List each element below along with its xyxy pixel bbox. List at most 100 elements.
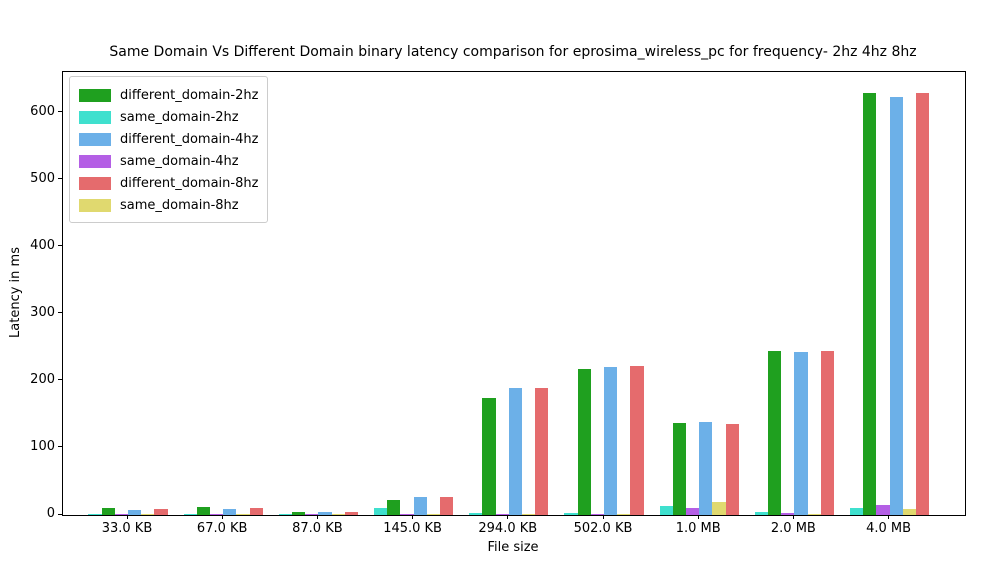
- x-tick-mark: [602, 515, 604, 519]
- legend-item: same_domain-4hz: [79, 150, 258, 172]
- bar: [318, 511, 332, 515]
- legend-label: same_domain-8hz: [120, 197, 239, 213]
- legend-label: different_domain-8hz: [120, 175, 259, 191]
- bar: [495, 513, 509, 515]
- bar: [440, 496, 454, 515]
- y-tick-label: 300: [30, 304, 55, 320]
- x-tick-mark: [316, 515, 318, 519]
- y-tick-label: 400: [30, 237, 55, 253]
- x-tick-mark: [412, 515, 414, 519]
- legend-item: different_domain-8hz: [79, 172, 258, 194]
- y-tick-label: 0: [46, 506, 55, 521]
- bar: [564, 513, 578, 515]
- x-tick-label: 502.0 KB: [573, 521, 633, 536]
- legend-item: different_domain-4hz: [79, 128, 258, 150]
- x-tick-mark: [221, 515, 223, 519]
- legend-swatch: [79, 110, 111, 124]
- bar: [183, 514, 197, 515]
- x-tick-label: 67.0 KB: [196, 521, 248, 536]
- bar: [781, 513, 795, 515]
- y-tick-mark: [58, 178, 62, 180]
- bar: [712, 502, 726, 515]
- legend-label: different_domain-2hz: [120, 87, 259, 103]
- x-tick-mark: [888, 515, 890, 519]
- bar: [154, 508, 168, 515]
- legend-label: same_domain-4hz: [120, 153, 239, 169]
- bar: [344, 511, 358, 515]
- bar: [101, 508, 115, 515]
- bar: [659, 505, 673, 515]
- bar: [249, 508, 263, 515]
- chart-title: Same Domain Vs Different Domain binary l…: [109, 44, 917, 60]
- bar: [794, 352, 808, 515]
- bar: [617, 513, 631, 515]
- bar: [236, 514, 250, 515]
- bar: [577, 368, 591, 515]
- bar: [482, 397, 496, 515]
- bar: [426, 514, 440, 515]
- legend-item: same_domain-2hz: [79, 106, 258, 128]
- legend-swatch: [79, 132, 111, 146]
- y-tick-mark: [58, 379, 62, 381]
- bar: [863, 92, 877, 515]
- legend-label: different_domain-4hz: [120, 131, 259, 147]
- y-tick-label: 100: [30, 438, 55, 454]
- y-tick-mark: [58, 245, 62, 247]
- bar: [876, 504, 890, 515]
- bar: [128, 509, 142, 515]
- x-axis-label: File size: [487, 540, 539, 555]
- bar: [590, 513, 604, 515]
- x-tick-label: 1.0 MB: [675, 521, 721, 536]
- bar: [508, 387, 522, 515]
- bar: [331, 514, 345, 515]
- bar: [305, 514, 319, 515]
- x-tick-label: 4.0 MB: [866, 521, 912, 536]
- bar: [292, 512, 306, 515]
- legend-swatch: [79, 88, 111, 102]
- legend-item: same_domain-8hz: [79, 194, 258, 216]
- bar: [604, 366, 618, 515]
- bar: [141, 514, 155, 515]
- x-tick-label: 2.0 MB: [770, 521, 816, 536]
- legend-swatch: [79, 176, 111, 190]
- bar: [725, 423, 739, 515]
- x-tick-mark: [792, 515, 794, 519]
- bar: [754, 511, 768, 515]
- x-tick-label: 33.0 KB: [101, 521, 153, 536]
- y-tick-label: 600: [30, 103, 55, 119]
- bar: [278, 514, 292, 515]
- bar: [889, 97, 903, 515]
- bar: [686, 507, 700, 515]
- x-tick-mark: [697, 515, 699, 519]
- bar: [88, 514, 102, 515]
- y-tick-label: 200: [30, 371, 55, 387]
- bar: [387, 499, 401, 515]
- y-tick-mark: [58, 446, 62, 448]
- bar: [413, 496, 427, 515]
- x-tick-mark: [126, 515, 128, 519]
- y-tick-mark: [58, 513, 62, 515]
- bar: [210, 514, 224, 515]
- bar: [699, 421, 713, 515]
- bar: [196, 506, 210, 515]
- legend-label: same_domain-2hz: [120, 109, 239, 125]
- x-tick-mark: [507, 515, 509, 519]
- x-tick-label: 145.0 KB: [383, 521, 442, 536]
- legend-swatch: [79, 154, 111, 168]
- bar: [768, 350, 782, 515]
- legend-swatch: [79, 198, 111, 212]
- bar: [374, 508, 388, 515]
- bar: [114, 514, 128, 515]
- bar: [223, 508, 237, 515]
- y-tick-mark: [58, 111, 62, 113]
- bar: [916, 92, 930, 515]
- bar: [820, 351, 834, 515]
- y-tick-label: 500: [30, 170, 55, 186]
- y-tick-mark: [58, 312, 62, 314]
- bar: [469, 513, 483, 515]
- bar: [850, 508, 864, 515]
- bar: [902, 508, 916, 515]
